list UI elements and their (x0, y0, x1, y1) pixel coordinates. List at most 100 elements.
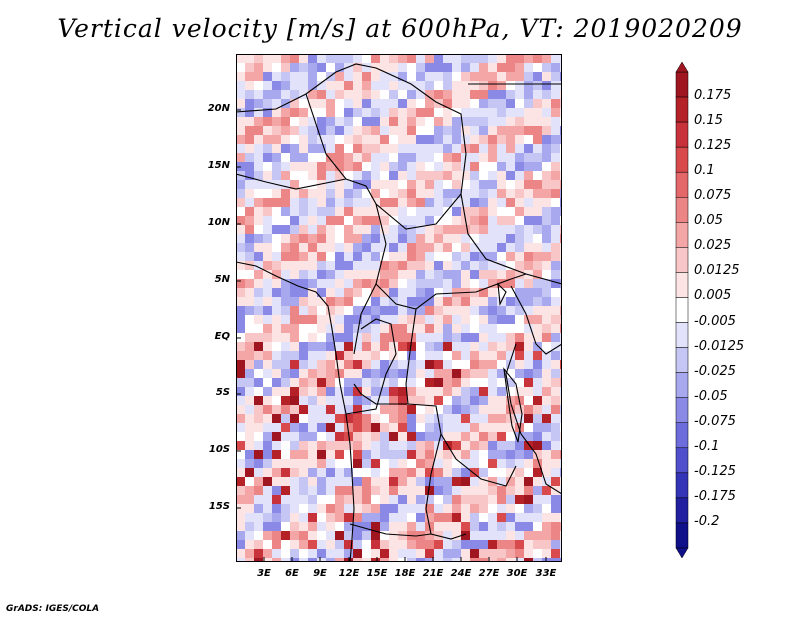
field-cell (272, 108, 281, 117)
field-cell (416, 414, 425, 423)
field-cell (317, 207, 326, 216)
field-cell (344, 243, 353, 252)
field-cell (263, 459, 272, 468)
field-cell (470, 234, 479, 243)
field-cell (245, 477, 254, 486)
field-cell (470, 270, 479, 279)
field-cell (443, 360, 452, 369)
field-cell (263, 72, 272, 81)
field-cell (479, 153, 488, 162)
field-cell (506, 540, 515, 549)
field-cell (533, 225, 542, 234)
field-cell (281, 81, 290, 90)
field-cell (245, 243, 254, 252)
field-cell (497, 414, 506, 423)
field-cell (407, 522, 416, 531)
field-cell (524, 549, 533, 558)
field-cell (461, 414, 470, 423)
field-cell (272, 396, 281, 405)
field-cell (236, 108, 245, 117)
field-cell (281, 180, 290, 189)
field-cell (245, 108, 254, 117)
field-cell (524, 423, 533, 432)
field-cell (317, 531, 326, 540)
field-cell (380, 414, 389, 423)
field-cell (452, 405, 461, 414)
field-cell (416, 180, 425, 189)
field-cell (236, 513, 245, 522)
field-cell (272, 207, 281, 216)
field-cell (245, 180, 254, 189)
field-cell (335, 522, 344, 531)
field-cell (272, 324, 281, 333)
field-cell (398, 216, 407, 225)
field-cell (542, 423, 551, 432)
field-cell (461, 270, 470, 279)
field-cell (362, 261, 371, 270)
field-cell (533, 396, 542, 405)
field-cell (398, 306, 407, 315)
field-cell (461, 306, 470, 315)
field-cell (299, 234, 308, 243)
field-cell (425, 54, 434, 63)
field-cell (344, 72, 353, 81)
field-cell (263, 144, 272, 153)
field-cell (353, 513, 362, 522)
field-cell (461, 387, 470, 396)
field-cell (299, 171, 308, 180)
field-cell (533, 171, 542, 180)
field-cell (515, 288, 524, 297)
field-cell (515, 126, 524, 135)
field-cell (452, 351, 461, 360)
field-cell (479, 540, 488, 549)
field-cell (461, 504, 470, 513)
field-cell (542, 153, 551, 162)
field-cell (245, 351, 254, 360)
field-cell (353, 90, 362, 99)
field-cell (515, 81, 524, 90)
field-cell (281, 270, 290, 279)
field-cell (326, 351, 335, 360)
field-cell (434, 324, 443, 333)
field-cell (470, 243, 479, 252)
field-cell (308, 225, 317, 234)
field-cell (506, 351, 515, 360)
field-cell (371, 306, 380, 315)
field-cell (380, 468, 389, 477)
field-cell (263, 243, 272, 252)
field-cell (389, 306, 398, 315)
field-cell (380, 477, 389, 486)
field-cell (524, 459, 533, 468)
field-cell (524, 153, 533, 162)
field-cell (254, 522, 263, 531)
field-cell (497, 459, 506, 468)
field-cell (470, 504, 479, 513)
field-cell (434, 189, 443, 198)
field-cell (533, 234, 542, 243)
field-cell (236, 189, 245, 198)
field-cell (272, 153, 281, 162)
field-cell (317, 297, 326, 306)
field-cell (335, 423, 344, 432)
field-cell (479, 234, 488, 243)
field-cell (326, 81, 335, 90)
field-cell (407, 180, 416, 189)
field-cell (524, 243, 533, 252)
field-cell (452, 234, 461, 243)
field-cell (263, 180, 272, 189)
field-cell (479, 216, 488, 225)
field-cell (452, 531, 461, 540)
field-cell (542, 81, 551, 90)
field-cell (515, 90, 524, 99)
field-cell (533, 513, 542, 522)
field-cell (389, 351, 398, 360)
field-cell (515, 504, 524, 513)
field-cell (389, 450, 398, 459)
field-cell (416, 135, 425, 144)
field-cell (461, 207, 470, 216)
field-cell (398, 504, 407, 513)
field-cell (533, 486, 542, 495)
field-cell (488, 477, 497, 486)
field-cell (416, 225, 425, 234)
field-cell (353, 324, 362, 333)
